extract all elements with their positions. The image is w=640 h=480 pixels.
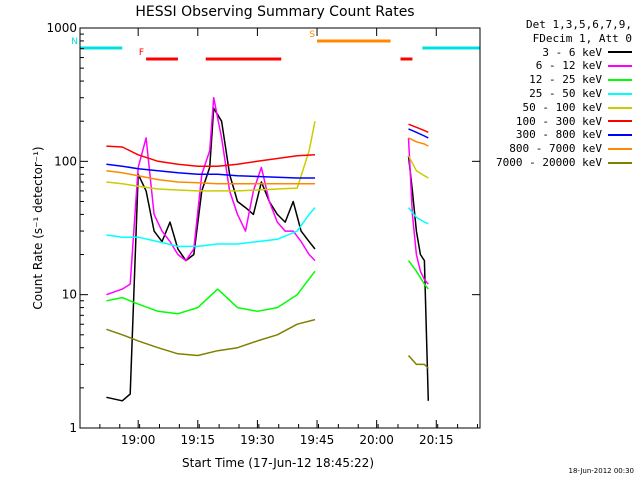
y-tick-label: 10 (62, 288, 77, 302)
x-tick-label: 19:45 (300, 433, 335, 447)
legend-swatch (608, 161, 632, 164)
legend-entry: 100 - 300 keV (482, 115, 632, 129)
legend-swatch (608, 106, 632, 109)
legend-label: 100 - 300 keV (515, 114, 602, 128)
legend-swatch (608, 79, 632, 82)
legend-entry: 25 - 50 keV (482, 87, 632, 101)
x-tick-label: 19:15 (180, 433, 215, 447)
legend: Det 1,3,5,6,7,9, FDecim 1, Att 0 3 - 6 k… (482, 18, 632, 170)
legend-label: 3 - 6 keV (542, 45, 602, 59)
legend-swatch (608, 65, 632, 68)
legend-entry: 12 - 25 keV (482, 73, 632, 87)
legend-label: 12 - 25 keV (529, 73, 602, 87)
series-line-0 (106, 107, 430, 402)
x-tick-label: 19:30 (240, 433, 275, 447)
legend-entry: 7000 - 20000 keV (482, 156, 632, 170)
legend-swatch (608, 148, 632, 151)
series-line-5 (106, 123, 429, 167)
legend-entry: 800 - 7000 keV (482, 142, 632, 156)
legend-header-line: FDecim 1, Att 0 (532, 31, 632, 45)
flag-label-s: S (309, 30, 315, 40)
legend-entry: 3 - 6 keV (482, 46, 632, 60)
legend-swatch (608, 134, 632, 137)
legend-label: 50 - 100 keV (522, 100, 602, 114)
series-line-1 (106, 96, 429, 296)
x-tick-label: 20:00 (359, 433, 394, 447)
flag-label-n: N (71, 37, 78, 47)
x-axis-label: Start Time (17-Jun-12 18:45:22) (182, 456, 374, 470)
series-line-6 (106, 128, 429, 179)
legend-entry: 300 - 800 keV (482, 128, 632, 142)
series-line-7 (106, 137, 429, 185)
legend-swatch (608, 92, 632, 95)
y-tick-label: 1 (69, 421, 77, 435)
chart-title: HESSI Observing Summary Count Rates (135, 4, 414, 20)
series-line-4 (106, 121, 429, 192)
legend-label: 300 - 800 keV (515, 128, 602, 142)
x-tick-label: 19:00 (121, 433, 156, 447)
legend-header-line: Det 1,3,5,6,7,9, (526, 18, 632, 31)
legend-label: 6 - 12 keV (535, 59, 602, 73)
legend-label: 800 - 7000 keV (509, 142, 602, 156)
legend-label: 7000 - 20000 keV (496, 155, 602, 169)
legend-entry: 50 - 100 keV (482, 101, 632, 115)
legend-swatch (608, 51, 632, 54)
series-line-8 (106, 318, 429, 369)
flag-label-f: F (139, 48, 144, 58)
y-axis-label: Count Rate (s⁻¹ detector⁻¹) (31, 146, 45, 309)
legend-entry: 6 - 12 keV (482, 59, 632, 73)
legend-label: 25 - 50 keV (529, 86, 602, 100)
series-line-2 (106, 260, 429, 315)
footer-timestamp: 18-Jun-2012 00:30 (568, 467, 635, 475)
axes: 19:00 19:15 19:30 19:45 20:00 20:15 1 10 100 1000 (46, 21, 480, 447)
legend-swatch (608, 120, 632, 123)
series-line-3 (106, 207, 429, 248)
plot-frame (79, 27, 481, 429)
series-lines (106, 96, 430, 402)
y-tick-label: 1000 (46, 21, 77, 35)
y-tick-label: 100 (54, 154, 77, 168)
flag-bars: N F S (71, 30, 480, 61)
x-tick-label: 20:15 (419, 433, 454, 447)
